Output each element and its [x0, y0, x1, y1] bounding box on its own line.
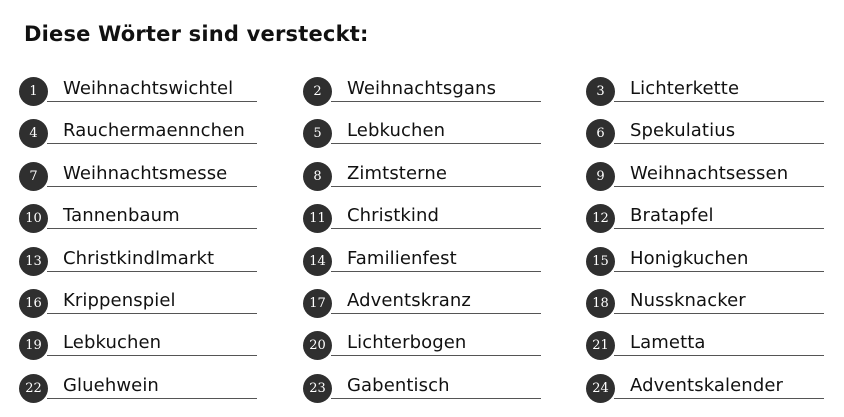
list-item: 19 Lebkuchen: [19, 328, 303, 370]
list-item: 12 Bratapfel: [586, 201, 831, 243]
list-item: 14 Familienfest: [303, 244, 586, 286]
number-badge: 2: [303, 77, 332, 106]
word-label: Honigkuchen: [630, 247, 749, 269]
word-label: Lametta: [630, 332, 706, 354]
number-badge: 22: [19, 373, 48, 403]
list-item: 7 Weihnachtsmesse: [19, 159, 303, 201]
list-item: 22 Gluehwein: [19, 371, 303, 413]
list-item: 11 Christkind: [303, 201, 586, 243]
underline: [331, 185, 541, 187]
list-item: 6 Spekulatius: [586, 116, 831, 158]
number-badge: 13: [19, 246, 48, 276]
word-label: Familienfest: [347, 247, 457, 269]
list-item: 21 Lametta: [586, 328, 831, 370]
list-item: 2 Weihnachtsgans: [303, 74, 586, 116]
word-label: Gluehwein: [63, 374, 159, 396]
underline: [47, 143, 257, 145]
number-badge: 10: [19, 204, 48, 234]
underline: [331, 270, 541, 272]
word-label: Weihnachtswichtel: [63, 78, 234, 99]
number-badge: 11: [303, 204, 332, 234]
number-badge: 3: [586, 77, 615, 106]
list-item: 20 Lichterbogen: [303, 328, 586, 370]
underline: [47, 270, 257, 272]
list-item: 13 Christkindlmarkt: [19, 244, 303, 286]
number-badge: 5: [303, 119, 332, 149]
number-badge: 6: [586, 119, 615, 149]
number-badge: 8: [303, 161, 332, 191]
underline: [331, 228, 541, 230]
number-badge: 23: [303, 373, 332, 403]
word-label: Weihnachtsessen: [630, 162, 789, 184]
underline: [47, 101, 257, 102]
number-badge: 7: [19, 161, 48, 191]
number-badge: 16: [19, 288, 48, 318]
list-item: 17 Adventskranz: [303, 286, 586, 328]
word-label: Christkindlmarkt: [63, 247, 215, 269]
word-label: Lebkuchen: [63, 332, 162, 354]
word-label: Rauchermaennchen: [63, 120, 245, 142]
number-badge: 1: [19, 77, 48, 106]
underline: [614, 397, 824, 399]
word-label: Bratapfel: [630, 205, 714, 227]
underline: [614, 312, 824, 314]
underline: [331, 312, 541, 314]
underline: [47, 355, 257, 357]
list-item: 15 Honigkuchen: [586, 244, 831, 286]
list-item: 23 Gabentisch: [303, 371, 586, 413]
number-badge: 17: [303, 288, 332, 318]
word-label: Weihnachtsgans: [347, 78, 497, 99]
underline: [331, 397, 541, 399]
underline: [47, 228, 257, 230]
number-badge: 14: [303, 246, 332, 276]
number-badge: 4: [19, 119, 48, 149]
underline: [614, 185, 824, 187]
number-badge: 18: [586, 288, 615, 318]
list-item: 10 Tannenbaum: [19, 201, 303, 243]
underline: [47, 185, 257, 187]
underline: [47, 312, 257, 314]
number-badge: 12: [586, 204, 615, 234]
underline: [614, 101, 824, 102]
list-item: 9 Weihnachtsessen: [586, 159, 831, 201]
number-badge: 9: [586, 161, 615, 191]
word-label: Christkind: [347, 205, 440, 227]
word-label: Adventskranz: [347, 289, 471, 311]
word-label: Gabentisch: [347, 374, 450, 396]
word-label: Adventskalender: [630, 374, 784, 396]
word-label: Lichterkette: [630, 78, 740, 99]
number-badge: 15: [586, 246, 615, 276]
list-item: 18 Nussknacker: [586, 286, 831, 328]
word-label: Spekulatius: [630, 120, 736, 142]
word-label: Krippenspiel: [63, 289, 176, 311]
word-label: Zimtsterne: [347, 162, 447, 184]
underline: [614, 270, 824, 272]
word-list: 1 Weihnachtswichtel 2 Weihnachtsgans 3 Lich…: [19, 74, 831, 413]
list-item: 1 Weihnachtswichtel: [19, 74, 303, 116]
number-badge: 20: [303, 331, 332, 361]
list-item: 5 Lebkuchen: [303, 116, 586, 158]
list-item: 24 Adventskalender: [586, 371, 831, 413]
underline: [331, 355, 541, 357]
word-label: Tannenbaum: [63, 205, 180, 227]
list-item: 8 Zimtsterne: [303, 159, 586, 201]
list-item: 3 Lichterkette: [586, 74, 831, 116]
word-label: Lebkuchen: [347, 120, 446, 142]
underline: [331, 101, 541, 102]
underline: [47, 397, 257, 399]
number-badge: 21: [586, 331, 615, 361]
list-item: 4 Rauchermaennchen: [19, 116, 303, 158]
underline: [614, 143, 824, 145]
number-badge: 24: [586, 373, 615, 403]
page-title: Diese Wörter sind versteckt:: [24, 22, 369, 46]
underline: [614, 355, 824, 357]
word-label: Weihnachtsmesse: [63, 162, 228, 184]
underline: [614, 228, 824, 230]
word-label: Lichterbogen: [347, 332, 467, 354]
list-item: 16 Krippenspiel: [19, 286, 303, 328]
word-label: Nussknacker: [630, 289, 746, 311]
number-badge: 19: [19, 331, 48, 361]
underline: [331, 143, 541, 145]
